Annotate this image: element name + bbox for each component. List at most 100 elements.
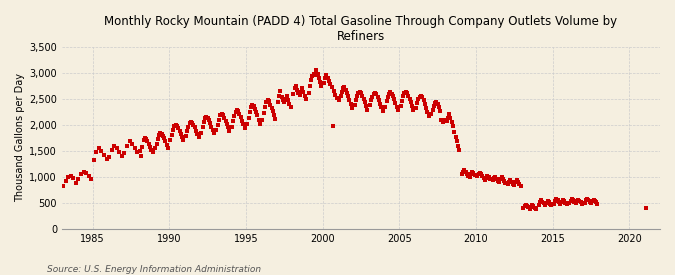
Point	[326, 85, 337, 90]
Point	[65, 174, 76, 178]
Point	[206, 125, 217, 129]
Point	[153, 137, 163, 142]
Point	[408, 108, 418, 112]
Point	[559, 198, 570, 203]
Point	[283, 98, 294, 102]
Point	[569, 199, 580, 204]
Point	[490, 175, 501, 179]
Point	[247, 103, 258, 107]
Point	[346, 102, 356, 106]
Point	[217, 113, 228, 117]
Point	[364, 103, 375, 107]
Point	[252, 113, 263, 118]
Point	[552, 198, 563, 202]
Point	[360, 104, 371, 108]
Point	[369, 92, 379, 96]
Point	[223, 125, 234, 130]
Point	[513, 180, 524, 184]
Point	[641, 206, 651, 210]
Point	[436, 118, 447, 122]
Point	[458, 169, 468, 174]
Point	[546, 203, 557, 207]
Point	[198, 120, 209, 124]
Point	[329, 89, 340, 93]
Point	[356, 91, 367, 95]
Point	[582, 196, 593, 201]
Point	[423, 114, 434, 118]
Point	[510, 180, 521, 184]
Title: Monthly Rocky Mountain (PADD 4) Total Gasoline Through Company Outlets Volume by: Monthly Rocky Mountain (PADD 4) Total Ga…	[105, 15, 618, 43]
Point	[288, 92, 298, 96]
Point	[111, 145, 122, 150]
Point	[477, 174, 488, 178]
Point	[555, 202, 566, 206]
Point	[180, 134, 191, 138]
Point	[253, 117, 264, 122]
Point	[154, 133, 165, 138]
Point	[151, 141, 162, 146]
Point	[512, 178, 522, 182]
Point	[76, 172, 86, 176]
Point	[429, 103, 439, 108]
Point	[163, 145, 173, 150]
Point	[315, 80, 325, 84]
Point	[565, 198, 576, 203]
Point	[395, 104, 406, 108]
Point	[403, 94, 414, 98]
Point	[481, 175, 491, 180]
Point	[165, 138, 176, 142]
Point	[437, 120, 448, 124]
Point	[528, 204, 539, 208]
Point	[200, 116, 211, 120]
Point	[327, 124, 338, 128]
Point	[390, 101, 401, 105]
Point	[141, 137, 152, 142]
Point	[323, 79, 334, 83]
Point	[274, 94, 285, 98]
Point	[463, 174, 474, 178]
Point	[316, 84, 327, 88]
Point	[496, 175, 507, 180]
Point	[370, 90, 381, 95]
Point	[211, 128, 222, 132]
Point	[495, 177, 506, 182]
Point	[306, 78, 317, 82]
Point	[533, 203, 544, 207]
Point	[460, 170, 471, 174]
Point	[267, 109, 278, 114]
Point	[543, 200, 554, 204]
Point	[389, 97, 400, 101]
Point	[340, 87, 351, 92]
Point	[375, 101, 385, 106]
Point	[585, 199, 595, 204]
Point	[541, 200, 551, 205]
Point	[588, 197, 599, 202]
Point	[422, 110, 433, 114]
Point	[184, 121, 195, 125]
Point	[83, 174, 94, 178]
Point	[380, 104, 391, 109]
Point	[400, 89, 411, 94]
Point	[312, 72, 323, 76]
Point	[485, 177, 495, 181]
Point	[350, 98, 361, 103]
Point	[122, 143, 132, 148]
Point	[462, 171, 472, 176]
Point	[88, 158, 99, 162]
Point	[227, 119, 238, 123]
Point	[566, 196, 577, 201]
Point	[273, 100, 284, 104]
Point	[119, 151, 130, 156]
Point	[572, 199, 583, 203]
Point	[99, 153, 109, 157]
Point	[320, 76, 331, 80]
Point	[514, 182, 524, 186]
Point	[366, 98, 377, 103]
Point	[292, 87, 302, 92]
Point	[433, 105, 444, 109]
Point	[449, 130, 460, 134]
Point	[233, 109, 244, 114]
Point	[587, 199, 597, 203]
Point	[476, 172, 487, 176]
Point	[263, 99, 274, 104]
